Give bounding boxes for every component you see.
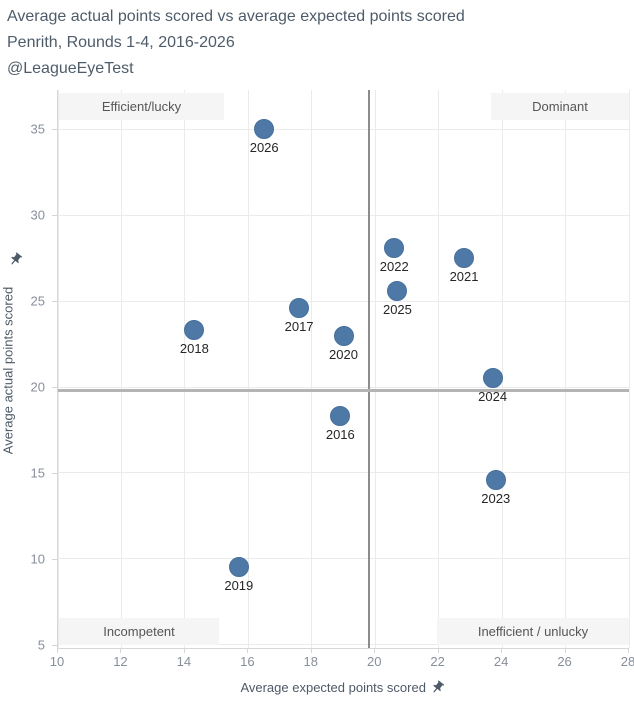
x-tick-label: 12	[113, 654, 128, 669]
y-axis-title: Average actual points scored	[1, 206, 16, 536]
x-gridline	[628, 90, 630, 648]
x-gridline	[184, 90, 186, 648]
data-point-2020[interactable]	[333, 325, 354, 346]
plot-area: Efficient/lucky Dominant Incompetent Ine…	[57, 90, 630, 649]
horizontal-reference-line	[58, 389, 629, 393]
quadrant-label-inefficient-unlucky: Inefficient / unlucky	[437, 618, 629, 645]
y-tick-mark	[52, 215, 57, 217]
quadrant-label-incompetent: Incompetent	[59, 618, 219, 645]
x-tick-mark	[183, 648, 185, 653]
data-point-label-2018: 2018	[179, 341, 209, 357]
x-gridline	[57, 90, 59, 648]
data-point-label-2023: 2023	[481, 490, 511, 506]
y-axis-title-text: Average actual points scored	[0, 286, 16, 455]
quadrant-label-text: Inefficient / unlucky	[477, 624, 589, 639]
y-tick-label: 30	[30, 207, 45, 223]
quadrant-label-text: Incompetent	[103, 624, 175, 639]
x-tick-mark	[120, 648, 122, 653]
data-point-2017[interactable]	[289, 298, 310, 319]
quadrant-label-dominant: Dominant	[491, 93, 629, 120]
y-tick-mark	[52, 129, 57, 131]
data-point-2019[interactable]	[228, 557, 249, 578]
data-point-2021[interactable]	[454, 248, 475, 269]
data-point-2018[interactable]	[184, 320, 205, 341]
x-gridline	[374, 90, 376, 648]
data-point-label-2022: 2022	[379, 258, 409, 274]
data-point-label-2025: 2025	[382, 301, 412, 317]
y-tick-label: 10	[30, 551, 45, 567]
x-tick-mark	[247, 648, 249, 653]
x-gridline	[501, 90, 503, 648]
y-tick-mark	[52, 558, 57, 560]
data-point-2024[interactable]	[482, 368, 503, 389]
y-gridline	[58, 128, 629, 130]
pin-icon[interactable]	[430, 680, 445, 698]
x-gridline	[120, 90, 122, 648]
chart-subtitle: Penrith, Rounds 1-4, 2016-2026	[7, 34, 235, 51]
x-tick-label: 10	[49, 654, 65, 669]
y-gridline	[58, 300, 629, 302]
y-tick-mark	[52, 644, 57, 646]
data-point-2025[interactable]	[387, 280, 408, 301]
x-gridline	[438, 90, 440, 648]
y-tick-mark	[52, 387, 57, 389]
vertical-reference-line	[367, 90, 370, 648]
x-gridline	[311, 90, 313, 648]
x-axis-title-text: Average expected points scored	[240, 680, 426, 695]
quadrant-label-text: Efficient/lucky	[101, 99, 182, 114]
x-tick-mark	[437, 648, 439, 653]
y-gridline	[58, 386, 629, 388]
y-tick-label: 5	[37, 637, 45, 653]
pin-icon[interactable]	[8, 252, 23, 272]
x-tick-label: 26	[557, 654, 572, 669]
x-gridline	[565, 90, 567, 648]
x-tick-label: 14	[176, 654, 192, 669]
y-gridline	[58, 214, 629, 216]
y-gridline	[58, 558, 629, 560]
quadrant-label-efficient-lucky: Efficient/lucky	[59, 93, 224, 120]
quadrant-label-text: Dominant	[532, 99, 588, 114]
x-tick-label: 18	[303, 654, 318, 669]
x-axis-title: Average expected points scored	[57, 680, 628, 698]
x-tick-mark	[564, 648, 566, 653]
data-point-label-2019: 2019	[224, 578, 254, 594]
x-tick-label: 22	[430, 654, 445, 669]
y-tick-mark	[52, 301, 57, 303]
x-tick-mark	[501, 648, 503, 653]
data-point-label-2024: 2024	[478, 389, 508, 405]
x-tick-label: 16	[240, 654, 255, 669]
x-tick-mark	[628, 648, 629, 653]
data-point-2016[interactable]	[330, 406, 351, 427]
x-tick-label: 28	[620, 654, 634, 669]
y-tick-label: 25	[30, 293, 45, 309]
y-gridline	[58, 472, 629, 474]
x-tick-label: 20	[366, 654, 382, 669]
data-point-2023[interactable]	[485, 469, 506, 490]
x-tick-mark	[310, 648, 312, 653]
chart-attribution: @LeagueEyeTest	[7, 60, 134, 77]
x-tick-mark	[57, 648, 58, 653]
data-point-label-2020: 2020	[329, 346, 358, 362]
data-point-label-2017: 2017	[284, 319, 314, 335]
data-point-label-2016: 2016	[325, 427, 355, 443]
data-point-2022[interactable]	[384, 237, 405, 258]
x-tick-label: 24	[493, 654, 509, 669]
y-tick-label: 15	[30, 465, 45, 481]
data-point-2026[interactable]	[254, 119, 275, 140]
y-tick-label: 20	[30, 379, 45, 395]
data-point-label-2026: 2026	[249, 140, 279, 156]
y-tick-mark	[52, 472, 57, 474]
y-tick-label: 35	[30, 121, 45, 137]
chart-title: Average actual points scored vs average …	[7, 8, 465, 25]
title-block: Average actual points scored vs average …	[7, 4, 465, 82]
y-gridline	[58, 644, 629, 646]
x-gridline	[247, 90, 249, 648]
data-point-label-2021: 2021	[449, 269, 479, 285]
x-tick-mark	[374, 648, 376, 653]
